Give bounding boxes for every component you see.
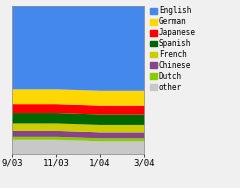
Legend: English, German, Japanese, Spanish, French, Chinese, Dutch, other: English, German, Japanese, Spanish, Fren…: [150, 7, 196, 92]
